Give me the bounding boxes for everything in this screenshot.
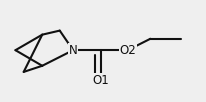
Text: O2: O2 (119, 44, 136, 57)
Text: N: N (69, 44, 77, 57)
Text: O1: O1 (92, 74, 109, 87)
